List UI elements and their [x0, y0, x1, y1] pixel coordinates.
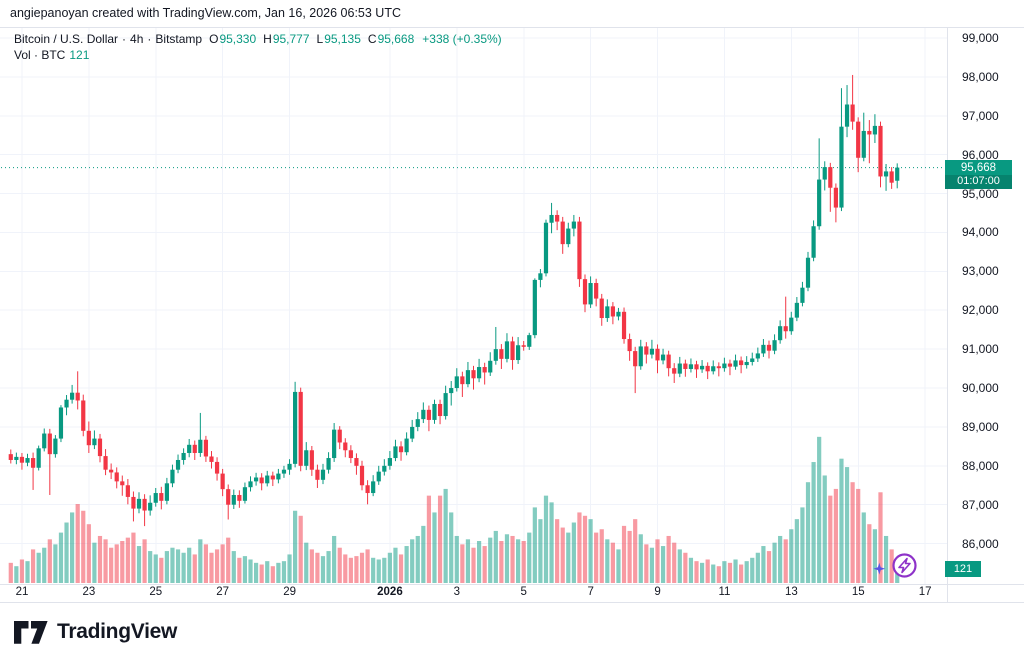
price-axis-label: 99,000 [962, 31, 999, 45]
tradingview-logo-mark [14, 620, 48, 644]
exchange-name: Bitstamp [155, 32, 203, 46]
time-axis[interactable]: 21 23 25 27 29 2026 3 5 7 9 11 13 15 17 [0, 584, 948, 603]
price-axis-label: 96,000 [962, 147, 999, 162]
price-axis-label: 98,000 [962, 69, 999, 84]
price-axis-label: 88,000 [962, 458, 999, 473]
time-axis-label: 5 [520, 586, 527, 598]
price-axis-label: 89,000 [962, 419, 999, 434]
legend-volume-row: Vol · BTC 121 [14, 47, 502, 63]
low-readout: L95,135 [316, 32, 361, 46]
change-readout: +338 (+0.35%) [422, 32, 502, 46]
price-axis-label: 91,000 [962, 342, 999, 357]
open-readout: O95,330 [209, 32, 257, 46]
price-axis-label: 86,000 [962, 536, 999, 551]
price-axis-label: 94,000 [962, 225, 999, 240]
time-axis-label: 29 [283, 586, 296, 598]
time-axis-label: 23 [82, 586, 96, 598]
legend-ohlc-row: Bitcoin / U.S. Dollar · 4h · Bitstamp O9… [14, 31, 502, 47]
time-axis-label: 15 [851, 586, 865, 598]
price-axis-label: 92,000 [962, 303, 999, 318]
interval-value: 4h [130, 32, 144, 46]
symbol-legend: Bitcoin / U.S. Dollar · 4h · Bitstamp O9… [14, 31, 502, 63]
price-axis-label: 97,000 [962, 108, 999, 123]
last-volume-tag: 121 [945, 561, 981, 577]
volume-label: Vol · BTC [14, 48, 66, 62]
time-axis-label: 9 [654, 586, 661, 598]
volume-value: 121 [69, 48, 90, 62]
time-axis-label: 11 [718, 586, 731, 598]
last-price-value: 95,668 [960, 162, 997, 175]
time-axis-label: 17 [918, 586, 932, 598]
legend-separator: · [147, 32, 152, 46]
time-axis-label: 2026 [377, 586, 403, 598]
lightning-bolt-icon [898, 557, 911, 574]
time-axis-label: 27 [216, 586, 230, 598]
supercharts-lightning-button[interactable] [864, 550, 920, 584]
high-readout: H95,777 [263, 32, 310, 46]
time-axis-label: 21 [15, 586, 29, 598]
price-axis-label: 87,000 [962, 497, 999, 512]
tradingview-logo[interactable]: TradingView [14, 620, 177, 644]
price-axis-label: 93,000 [962, 264, 999, 279]
bar-countdown: 01:07:00 [945, 175, 1012, 190]
tradingview-logo-text: TradingView [57, 620, 178, 643]
legend-separator: · [122, 32, 127, 46]
sparkle-icon [873, 562, 886, 575]
time-axis-label: 13 [784, 586, 798, 598]
last-price-tag: 95,668 01:07:00 [945, 160, 1012, 190]
price-axis-label: 95,000 [962, 186, 999, 201]
attribution-text: angiepanoyan created with TradingView.co… [10, 6, 401, 20]
close-readout: C95,668 [367, 32, 415, 46]
time-axis-label: 7 [587, 586, 594, 598]
symbol-name: Bitcoin / U.S. Dollar [14, 32, 119, 46]
time-axis-label: 25 [149, 586, 163, 598]
time-axis-label: 3 [453, 586, 461, 598]
price-axis[interactable]: 99,000 98,000 97,000 96,000 95,000 94,000 93,0… [948, 28, 1024, 603]
price-axis-label: 90,000 [962, 381, 999, 396]
